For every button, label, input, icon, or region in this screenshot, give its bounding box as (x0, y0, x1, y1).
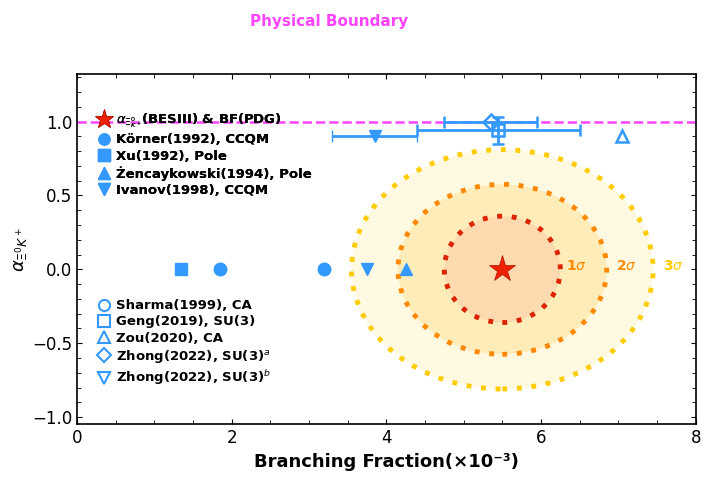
Text: Physical Boundary: Physical Boundary (250, 14, 409, 29)
Text: 1$\sigma$: 1$\sigma$ (566, 259, 587, 273)
Y-axis label: $\alpha_{\Xi^0 K^+}$: $\alpha_{\Xi^0 K^+}$ (11, 227, 29, 272)
Text: 3$\sigma$: 3$\sigma$ (663, 259, 684, 273)
Ellipse shape (398, 184, 607, 354)
Legend: $\alpha_{\Xi^0_{K^+}}$(BESIII) & BF(PDG), Körner(1992), CCQM, Xu(1992), Pole, Że: $\alpha_{\Xi^0_{K^+}}$(BESIII) & BF(PDG)… (96, 109, 314, 200)
Ellipse shape (444, 216, 560, 322)
X-axis label: Branching Fraction(×10⁻³): Branching Fraction(×10⁻³) (254, 453, 519, 471)
Ellipse shape (352, 149, 653, 389)
Text: 2$\sigma$: 2$\sigma$ (616, 259, 637, 273)
